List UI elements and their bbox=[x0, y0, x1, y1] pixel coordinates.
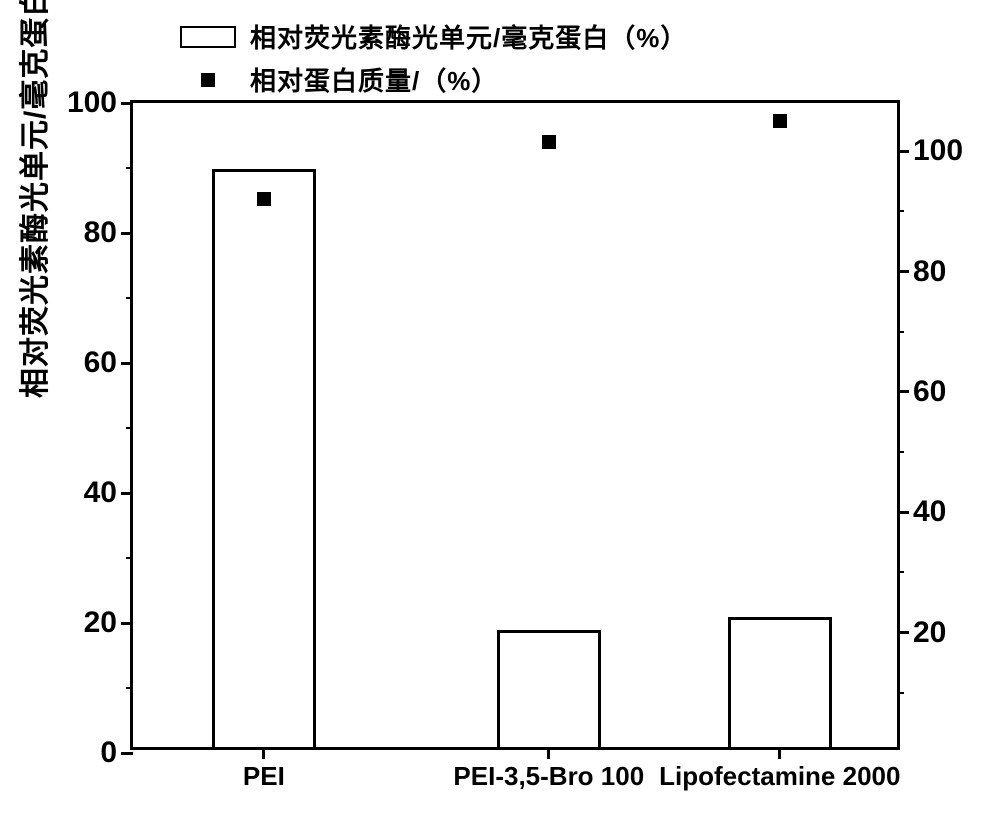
y-left-tick bbox=[121, 622, 133, 625]
chart-container: 相对荧光素酶光单元/毫克蛋白（%） 相对蛋白质量/（%） 相对荧光素酶光单元/毫… bbox=[0, 0, 1000, 823]
plot-area: 02040608010020406080100PEIPEI-3,5-Bro 10… bbox=[130, 100, 900, 750]
y-right-minor-tick bbox=[897, 331, 904, 333]
y-right-tick bbox=[897, 631, 909, 634]
y-left-tick bbox=[121, 752, 133, 755]
scatter-point bbox=[773, 114, 787, 128]
y-right-tick-label: 20 bbox=[913, 616, 946, 650]
y-left-minor-tick bbox=[126, 167, 133, 169]
bar bbox=[728, 617, 832, 747]
legend-item-bar: 相对荧光素酶光单元/毫克蛋白（%） bbox=[180, 18, 687, 55]
y-left-tick bbox=[121, 492, 133, 495]
x-tick bbox=[778, 747, 781, 759]
x-tick bbox=[547, 747, 550, 759]
y-left-tick-label: 20 bbox=[84, 606, 117, 640]
y-axis-left-label: 相对荧光素酶光单元/毫克蛋白（%） bbox=[10, 0, 54, 398]
y-right-minor-tick bbox=[897, 571, 904, 573]
y-left-tick-label: 100 bbox=[67, 86, 117, 120]
y-left-tick bbox=[121, 232, 133, 235]
y-right-tick bbox=[897, 511, 909, 514]
legend-point-label: 相对蛋白质量/（%） bbox=[250, 61, 498, 98]
y-left-tick-label: 0 bbox=[100, 736, 117, 770]
y-left-tick-label: 80 bbox=[84, 216, 117, 250]
y-axis-right-label: 相对蛋白质量/（%） bbox=[992, 398, 1000, 683]
y-right-tick-label: 80 bbox=[913, 255, 946, 289]
legend-bar-label: 相对荧光素酶光单元/毫克蛋白（%） bbox=[250, 18, 687, 55]
y-right-tick bbox=[897, 390, 909, 393]
y-left-tick-label: 60 bbox=[84, 346, 117, 380]
x-tick-label: PEI bbox=[243, 761, 285, 792]
legend-swatch-point bbox=[180, 69, 236, 91]
bar bbox=[212, 169, 316, 748]
x-tick-label: PEI-3,5-Bro 100 bbox=[453, 761, 644, 792]
y-left-minor-tick bbox=[126, 297, 133, 299]
y-left-minor-tick bbox=[126, 427, 133, 429]
y-right-tick-label: 60 bbox=[913, 375, 946, 409]
legend-swatch-bar bbox=[180, 26, 236, 48]
y-left-tick bbox=[121, 102, 133, 105]
x-tick bbox=[262, 747, 265, 759]
y-right-tick bbox=[897, 150, 909, 153]
x-tick-label: Lipofectamine 2000 bbox=[659, 761, 900, 792]
y-left-minor-tick bbox=[126, 557, 133, 559]
y-right-minor-tick bbox=[897, 210, 904, 212]
y-right-tick bbox=[897, 270, 909, 273]
scatter-point bbox=[257, 192, 271, 206]
scatter-point bbox=[542, 135, 556, 149]
bar bbox=[497, 630, 601, 747]
legend-item-point: 相对蛋白质量/（%） bbox=[180, 61, 687, 98]
y-right-tick-label: 100 bbox=[913, 134, 963, 168]
y-left-tick-label: 40 bbox=[84, 476, 117, 510]
y-right-minor-tick bbox=[897, 451, 904, 453]
y-left-minor-tick bbox=[126, 687, 133, 689]
y-right-minor-tick bbox=[897, 692, 904, 694]
y-left-tick bbox=[121, 362, 133, 365]
legend: 相对荧光素酶光单元/毫克蛋白（%） 相对蛋白质量/（%） bbox=[180, 18, 687, 104]
y-right-tick-label: 40 bbox=[913, 495, 946, 529]
